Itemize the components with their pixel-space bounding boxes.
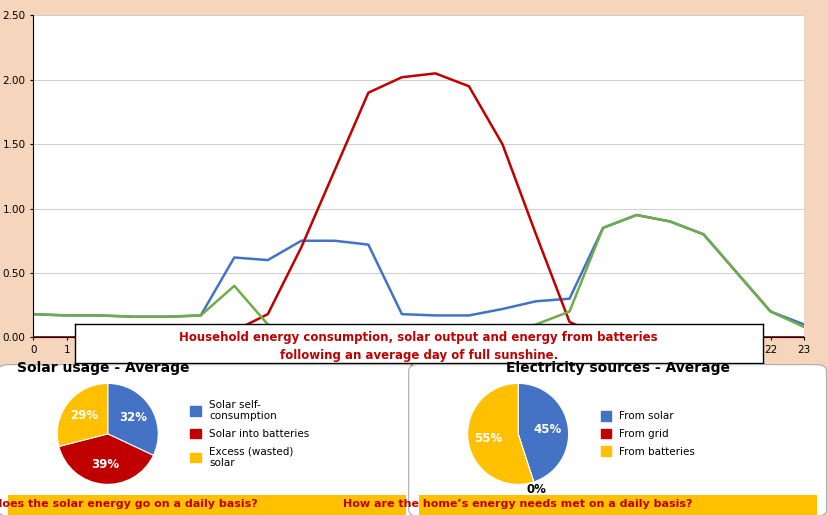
Wedge shape [467, 383, 533, 484]
Wedge shape [59, 434, 153, 484]
Legend: Solar self-
consumption, Solar into batteries, Excess (wasted)
solar: Solar self- consumption, Solar into batt… [186, 396, 313, 472]
Text: Where does the solar energy go on a daily basis?: Where does the solar energy go on a dail… [0, 499, 258, 509]
Legend: From solar, From grid, From batteries: From solar, From grid, From batteries [596, 407, 699, 461]
Text: following an average day of full sunshine.: following an average day of full sunshin… [279, 349, 557, 362]
Text: Household energy consumption, solar output and energy from batteries: Household energy consumption, solar outp… [179, 332, 657, 345]
X-axis label: Time of day: Time of day [383, 359, 453, 372]
Wedge shape [57, 383, 108, 447]
Text: 32%: 32% [119, 411, 147, 424]
Text: How are the home’s energy needs met on a daily basis?: How are the home’s energy needs met on a… [343, 499, 692, 509]
Legend: Energy consumption (kWh), Solar output (kWh), Energy from batteries (kWh): Energy consumption (kWh), Solar output (… [156, 410, 681, 428]
Text: 0%: 0% [526, 483, 546, 495]
Text: 29%: 29% [70, 409, 98, 422]
Wedge shape [108, 383, 158, 455]
Text: Electricity sources - Average: Electricity sources - Average [505, 361, 729, 375]
Wedge shape [518, 434, 533, 482]
Text: 45%: 45% [533, 423, 561, 436]
Text: 39%: 39% [91, 457, 119, 471]
Text: Solar usage - Average: Solar usage - Average [17, 361, 190, 375]
Text: 55%: 55% [474, 432, 502, 445]
Wedge shape [518, 383, 568, 482]
